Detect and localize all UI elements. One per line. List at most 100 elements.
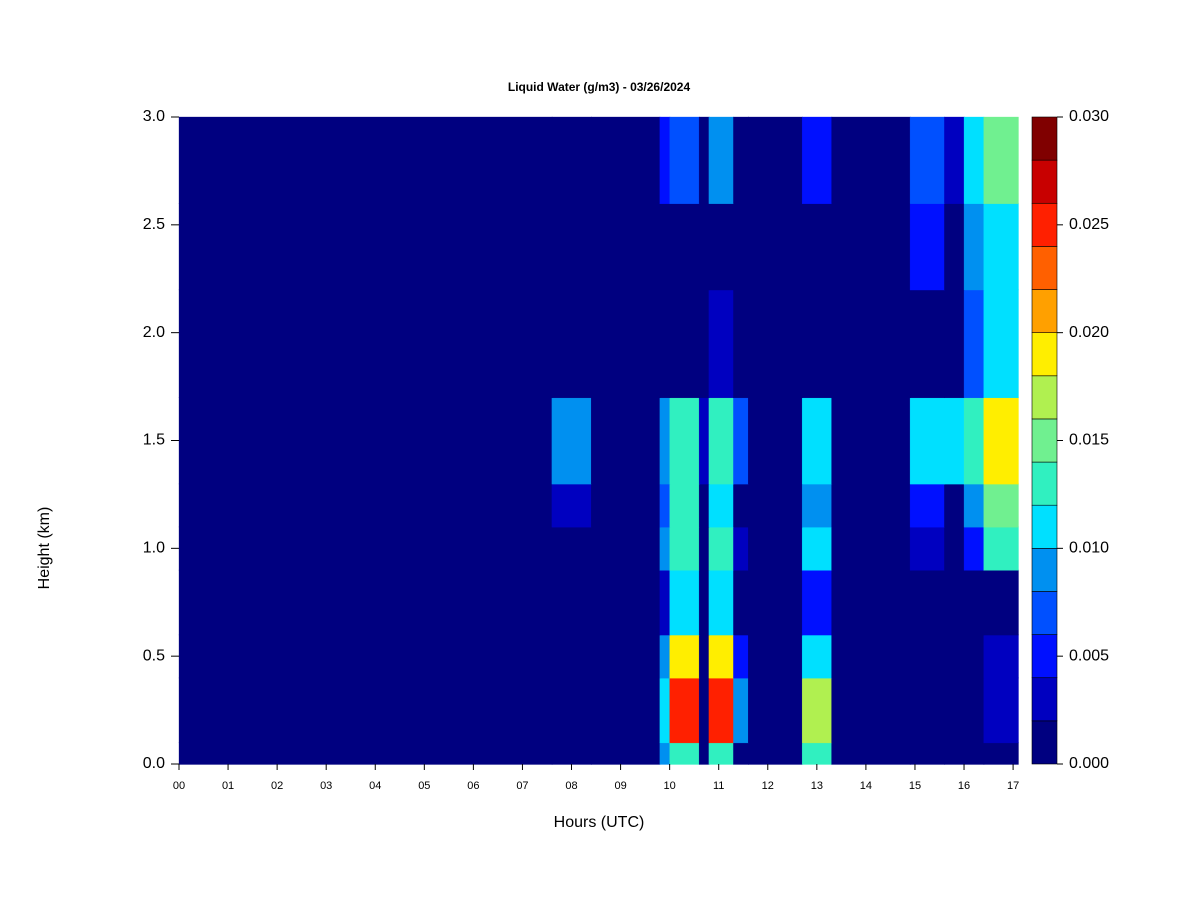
heat-cell xyxy=(669,116,700,204)
heat-cell xyxy=(983,677,1019,744)
heat-cell xyxy=(983,397,1019,485)
heat-cell xyxy=(178,677,553,744)
heat-cell xyxy=(698,483,710,528)
heat-cell xyxy=(551,116,592,204)
heat-cell xyxy=(659,116,671,204)
heat-cell xyxy=(659,526,671,571)
heat-cell xyxy=(801,116,833,204)
heat-cell xyxy=(747,677,803,744)
colorbar-box xyxy=(1031,289,1058,333)
heat-cell xyxy=(733,483,749,528)
heat-cell xyxy=(733,677,749,744)
heat-cell xyxy=(963,569,985,636)
heat-cell xyxy=(733,116,749,204)
heat-cell xyxy=(747,526,803,571)
y-tick-label: 3.0 xyxy=(143,108,165,125)
heat-cell xyxy=(801,289,833,399)
heat-cell xyxy=(963,742,985,765)
heat-cell xyxy=(698,397,710,485)
colorbar-box xyxy=(1031,548,1058,592)
heat-cell xyxy=(963,634,985,679)
heat-cell xyxy=(944,289,965,399)
y-tick-label: 0.5 xyxy=(143,647,165,664)
heat-cell xyxy=(733,289,749,399)
heat-cell xyxy=(708,483,735,528)
heat-cell xyxy=(944,483,965,528)
heat-cell xyxy=(747,203,803,291)
heat-cell xyxy=(909,397,946,485)
x-tick-label: 09 xyxy=(614,780,626,792)
heat-cell xyxy=(831,203,911,291)
heat-cell xyxy=(801,526,833,571)
heat-cell xyxy=(944,397,965,485)
heat-cell xyxy=(944,677,965,744)
heat-cell xyxy=(708,116,735,204)
heat-cell xyxy=(590,634,661,679)
x-tick-label: 11 xyxy=(713,780,724,792)
heat-cell xyxy=(551,203,592,291)
y-tick-label: 0.0 xyxy=(143,755,165,772)
heat-cell xyxy=(590,289,661,399)
colorbar-tick-label: 0.010 xyxy=(1069,540,1109,557)
colorbar-box xyxy=(1031,634,1058,679)
x-tick-label: 01 xyxy=(222,780,234,792)
heat-cell xyxy=(909,203,946,291)
heat-cell xyxy=(669,634,700,679)
heat-cell xyxy=(801,677,833,744)
heat-cell xyxy=(698,742,710,765)
heat-cell xyxy=(708,742,735,765)
colorbar-box xyxy=(1031,332,1058,377)
heat-cell xyxy=(831,742,911,765)
heat-cell xyxy=(801,397,833,485)
heat-cell xyxy=(909,634,946,679)
heat-cell xyxy=(733,742,749,765)
heat-cell xyxy=(178,397,553,485)
y-tick-label: 1.5 xyxy=(143,432,165,449)
colorbar-tick-label: 0.030 xyxy=(1069,108,1109,125)
x-tick-label: 14 xyxy=(860,780,872,792)
x-tick-label: 00 xyxy=(173,780,185,792)
heat-cell xyxy=(669,526,700,571)
heat-cell xyxy=(963,526,985,571)
heat-cell xyxy=(747,397,803,485)
heat-cell xyxy=(831,526,911,571)
heat-cell xyxy=(590,483,661,528)
colorbar-box xyxy=(1031,202,1058,247)
y-tick-label: 1.0 xyxy=(143,540,165,557)
heat-cell xyxy=(831,677,911,744)
heat-cell xyxy=(178,116,553,204)
heat-cell xyxy=(178,526,553,571)
heat-cell xyxy=(747,742,803,765)
colorbar-box xyxy=(1031,375,1058,420)
heat-cell xyxy=(944,634,965,679)
y-tick-label: 2.5 xyxy=(143,216,165,233)
heat-cell xyxy=(909,116,946,204)
heat-cell xyxy=(590,742,661,765)
colorbar-tick-label: 0.000 xyxy=(1069,755,1109,772)
heat-cell xyxy=(963,289,985,399)
heat-cell xyxy=(983,526,1019,571)
heat-cell xyxy=(178,483,553,528)
colorbar-box xyxy=(1031,461,1058,506)
x-tick-label: 03 xyxy=(320,780,332,792)
heat-cell xyxy=(733,634,749,679)
heat-cell xyxy=(909,526,946,571)
colorbar-box xyxy=(1031,116,1058,161)
heat-cell xyxy=(669,289,700,399)
heat-cell xyxy=(551,397,592,485)
heat-cell xyxy=(698,677,710,744)
heat-cell xyxy=(983,569,1019,636)
heat-cell xyxy=(551,483,592,528)
heat-cell xyxy=(659,289,671,399)
heat-cell xyxy=(747,116,803,204)
colorbar-box xyxy=(1031,720,1058,765)
x-tick-label: 10 xyxy=(664,780,676,792)
heat-cell xyxy=(983,289,1019,399)
x-tick-label: 06 xyxy=(467,780,479,792)
heat-cell xyxy=(659,677,671,744)
heat-cell xyxy=(963,116,985,204)
heat-cell xyxy=(590,569,661,636)
heat-cell xyxy=(708,203,735,291)
heat-cell xyxy=(698,116,710,204)
colorbar-box xyxy=(1031,159,1058,204)
